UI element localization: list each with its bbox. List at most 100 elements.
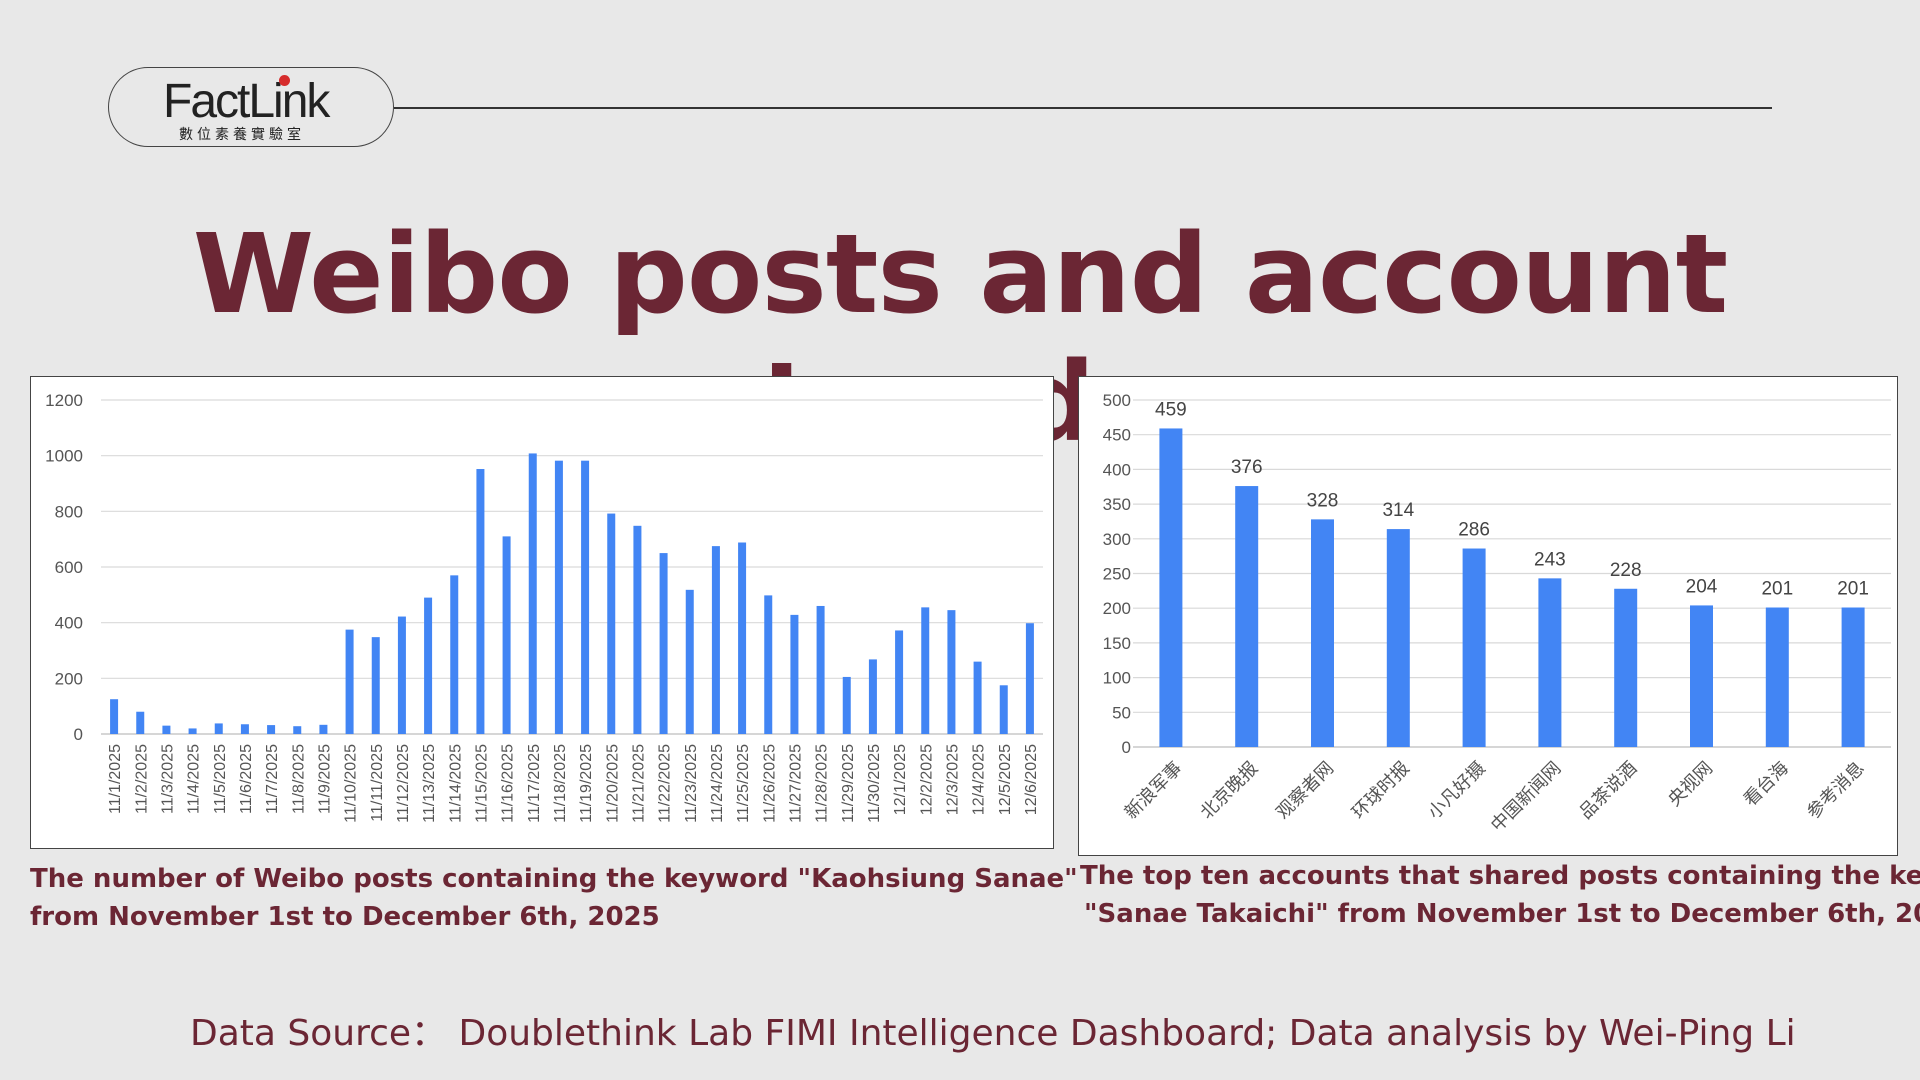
caption-line: The top ten accounts that shared posts c… xyxy=(1080,861,1920,891)
x-tick-label: 品茶说酒 xyxy=(1575,758,1641,824)
bar xyxy=(1025,623,1034,734)
x-tick-label: 中国新闻网 xyxy=(1487,758,1565,836)
bar xyxy=(528,453,537,734)
y-tick-label: 800 xyxy=(55,502,83,521)
x-tick-label: 11/8/2025 xyxy=(290,744,307,814)
y-tick-label: 50 xyxy=(1112,703,1131,722)
x-tick-label: 11/13/2025 xyxy=(421,744,438,823)
x-tick-label: 12/3/2025 xyxy=(944,744,961,815)
x-tick-label: 12/2/2025 xyxy=(918,744,935,815)
bar xyxy=(110,699,119,734)
x-tick-label: 11/23/2025 xyxy=(683,744,700,823)
x-tick-label: 11/27/2025 xyxy=(787,744,804,823)
x-tick-label: 12/4/2025 xyxy=(971,744,988,815)
bar xyxy=(1614,588,1638,747)
bar xyxy=(162,725,171,734)
x-tick-label: 11/19/2025 xyxy=(578,744,595,823)
x-tick-label: 11/28/2025 xyxy=(814,744,831,823)
caption-line: from November 1st to December 6th, 2025 xyxy=(30,902,660,932)
data-label: 243 xyxy=(1534,549,1566,570)
bar xyxy=(1841,607,1865,747)
bar xyxy=(345,629,354,734)
bar xyxy=(1690,605,1713,747)
data-label: 328 xyxy=(1307,490,1339,511)
y-tick-label: 0 xyxy=(1122,738,1131,757)
x-tick-label: 11/25/2025 xyxy=(735,744,752,823)
posts-per-day-chart: 0 200 400 600 800 1000 1200 11/1/2025 11/2/2025 1… xyxy=(30,376,1054,849)
bar xyxy=(397,616,406,734)
x-tick-label: 11/30/2025 xyxy=(866,744,883,823)
x-tick-label: 11/2/2025 xyxy=(133,744,150,814)
x-tick-label: 看台海 xyxy=(1740,758,1793,811)
bar xyxy=(790,614,799,734)
bar xyxy=(868,659,877,734)
bar xyxy=(973,661,982,734)
x-tick-label: 11/21/2025 xyxy=(630,744,647,823)
y-tick-label: 1200 xyxy=(45,391,83,410)
y-tick-label: 100 xyxy=(1103,669,1131,688)
y-tick-label: 400 xyxy=(1103,460,1131,479)
bar xyxy=(1235,486,1259,747)
posts-per-day-chart-svg: 0 200 400 600 800 1000 1200 11/1/2025 11/2/2025 1… xyxy=(45,391,1043,823)
x-tick-label: 11/4/2025 xyxy=(186,744,203,814)
caption-line: The number of Weibo posts containing the… xyxy=(30,864,1078,894)
bar xyxy=(633,525,642,734)
x-tick-label: 11/14/2025 xyxy=(447,744,464,823)
bar xyxy=(1765,607,1789,747)
logo-subtitle: 數位素養實驗室 xyxy=(179,127,305,143)
x-tick-label: 小凡好摄 xyxy=(1424,758,1490,824)
x-tick-label: 11/7/2025 xyxy=(264,744,281,814)
y-tick-label: 350 xyxy=(1103,495,1131,514)
y-tick-label: 200 xyxy=(55,669,83,688)
bar xyxy=(1159,428,1183,747)
factlink-logo: FactLink 數位素養實驗室 xyxy=(108,67,394,147)
x-tick-label: 11/15/2025 xyxy=(473,744,490,823)
bar xyxy=(476,469,485,734)
x-tick-label: 11/20/2025 xyxy=(604,744,621,823)
x-tick-label: 11/12/2025 xyxy=(395,744,412,823)
x-tick-label: 11/10/2025 xyxy=(343,744,360,823)
bar xyxy=(502,536,511,734)
top-accounts-chart-svg: 0 50 100 150 200 250 300 350 400 450 500 459 新浪军事 376… xyxy=(1103,391,1891,836)
bar xyxy=(371,637,380,734)
data-label: 204 xyxy=(1686,576,1718,597)
x-tick-label: 11/3/2025 xyxy=(159,744,176,814)
x-tick-label: 新浪军事 xyxy=(1121,758,1187,824)
bar xyxy=(1538,578,1562,747)
y-tick-label: 0 xyxy=(74,725,83,744)
caption-line: "Sanae Takaichi" from November 1st to De… xyxy=(1084,899,1920,929)
bar xyxy=(188,728,197,734)
bar xyxy=(921,607,930,734)
x-tick-label: 11/1/2025 xyxy=(107,744,124,814)
bar xyxy=(659,553,668,734)
bar xyxy=(267,725,276,734)
y-tick-label: 150 xyxy=(1103,634,1131,653)
x-tick-label: 参考消息 xyxy=(1803,758,1869,824)
data-source-note: Data Source： Doublethink Lab FIMI Intell… xyxy=(190,1013,1796,1054)
bar xyxy=(240,724,249,734)
y-tick-label: 600 xyxy=(55,558,83,577)
x-tick-label: 观察者网 xyxy=(1272,758,1338,824)
bar xyxy=(842,676,851,734)
x-tick-label: 11/22/2025 xyxy=(657,744,674,823)
bar xyxy=(895,630,904,734)
y-tick-label: 450 xyxy=(1103,426,1131,445)
x-tick-label: 12/5/2025 xyxy=(997,744,1014,815)
bar xyxy=(947,610,956,734)
top-accounts-chart: 0 50 100 150 200 250 300 350 400 450 500 459 新浪军事 376… xyxy=(1078,376,1898,856)
data-label: 286 xyxy=(1458,520,1490,541)
x-tick-label: 环球时报 xyxy=(1348,758,1414,824)
x-tick-label: 11/6/2025 xyxy=(238,744,255,814)
x-tick-label: 11/11/2025 xyxy=(369,744,386,822)
y-tick-label: 400 xyxy=(55,614,83,633)
bar xyxy=(450,575,459,734)
x-tick-label: 11/18/2025 xyxy=(552,744,569,823)
bar xyxy=(685,589,694,734)
x-tick-label: 11/5/2025 xyxy=(212,744,229,814)
bar xyxy=(554,460,563,734)
bar xyxy=(1386,529,1410,747)
accounts-chart-caption: The top ten accounts that shared posts c… xyxy=(1080,857,1920,933)
data-label: 376 xyxy=(1231,457,1263,478)
data-label: 201 xyxy=(1837,579,1869,600)
bar xyxy=(214,723,223,734)
